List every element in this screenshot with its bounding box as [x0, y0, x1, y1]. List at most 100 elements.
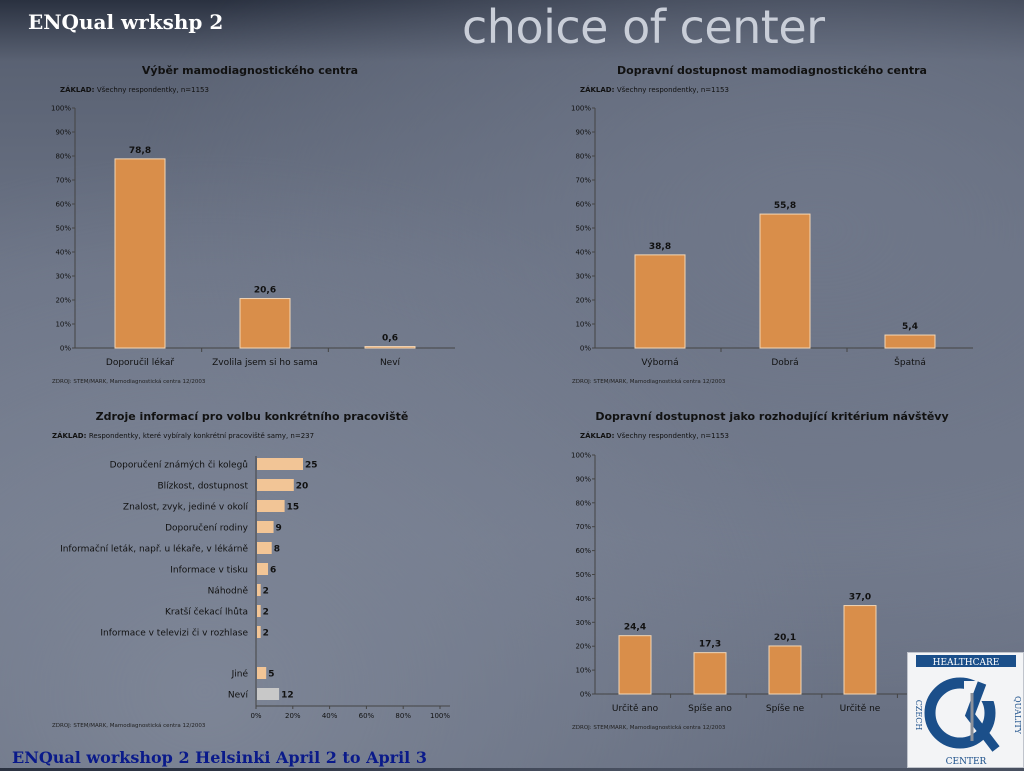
chart-1-y-tick-label: 90%	[575, 129, 591, 137]
chart-2-category-label: Náhodně	[208, 587, 249, 597]
chart-1-y-tick-label: 60%	[575, 201, 591, 209]
footer-text: ENQual workshop 2 Helsinki April 2 to Ap…	[12, 748, 427, 767]
chart-0-y-tick-label: 60%	[55, 201, 71, 209]
healthcare-quality-center-logo: HEALTHCARE CENTER CZECH QUALITY	[907, 652, 1024, 768]
chart-2-data-label: 5	[268, 670, 274, 680]
chart-2-category-label: Informační leták, např. u lékaře, v léká…	[60, 544, 248, 555]
chart-0-y-tick-label: 80%	[55, 153, 71, 161]
chart-2-bar	[257, 500, 285, 512]
chart-3-data-label: 37,0	[849, 593, 871, 603]
chart-3-title: Dopravní dostupnost jako rozhodující kri…	[595, 410, 948, 423]
chart-2-category-label: Doporučení známých či kolegů	[110, 460, 248, 471]
chart-0-y-tick-label: 70%	[55, 177, 71, 185]
chart-2-bar	[257, 584, 261, 596]
chart-2-category-label: Doporučení rodiny	[165, 523, 249, 534]
chart-0-category-label: Zvolila jsem si ho sama	[212, 358, 318, 368]
chart-3-bar	[693, 652, 727, 695]
chart-3-y-tick-label: 0%	[580, 691, 591, 699]
chart-1-data-label: 5,4	[902, 322, 918, 332]
chart-1-y-tick-label: 40%	[575, 249, 591, 257]
chart-2-x-tick-label: 0%	[250, 712, 261, 720]
chart-1-y-tick-label: 0%	[580, 345, 591, 353]
chart-3-y-tick-label: 50%	[575, 571, 591, 579]
chart-2-data-label: 20	[296, 482, 309, 492]
chart-2-source: ZDROJ: STEM/MARK, Mamodiagnostická centr…	[52, 722, 206, 729]
chart-0-y-tick-label: 90%	[55, 129, 71, 137]
chart-3-category-label: Určitě ano	[612, 703, 659, 714]
chart-0-y-tick-label: 30%	[55, 273, 71, 281]
svg-text:CENTER: CENTER	[946, 757, 987, 767]
chart-2-data-label: 6	[270, 566, 276, 576]
chart-2-bar	[257, 479, 294, 491]
chart-1-base-note: ZÁKLAD: Všechny respondentky, n=1153	[580, 85, 729, 94]
chart-3-source: ZDROJ: STEM/MARK, Mamodiagnostická centr…	[572, 724, 726, 731]
chart-2-data-label: 15	[287, 503, 300, 513]
chart-3-category-label: Spíše ano	[688, 703, 732, 714]
chart-3-data-label: 20,1	[774, 633, 796, 643]
svg-text:CZECH: CZECH	[914, 700, 923, 731]
chart-1-y-tick-label: 70%	[575, 177, 591, 185]
chart-2-category-label: Jiné	[231, 669, 249, 680]
chart-0-base-note: ZÁKLAD: Všechny respondentky, n=1153	[60, 85, 209, 94]
chart-1-y-tick-label: 80%	[575, 153, 591, 161]
chart-0-category-label: Neví	[380, 358, 401, 368]
chart-1-category-label: Výborná	[641, 358, 678, 368]
chart-2-category-label: Informace v tisku	[170, 566, 248, 576]
chart-1-y-tick-label: 30%	[575, 273, 591, 281]
chart-2-bar	[257, 605, 261, 617]
chart-3-y-tick-label: 90%	[575, 475, 591, 483]
svg-text:QUALITY: QUALITY	[1013, 696, 1022, 735]
chart-2-x-tick-label: 80%	[395, 712, 411, 720]
chart-3-y-tick-label: 40%	[575, 595, 591, 603]
chart-0-y-tick-label: 10%	[55, 321, 71, 329]
chart-3-base-note: ZÁKLAD: Všechny respondentky, n=1153	[580, 431, 729, 440]
chart-0-data-label: 20,6	[254, 286, 276, 296]
chart-0-y-tick-label: 40%	[55, 249, 71, 257]
chart-1-y-tick-label: 20%	[575, 297, 591, 305]
chart-2-bar	[257, 458, 303, 470]
chart-3-category-label: Spíše ne	[766, 703, 805, 714]
chart-2-data-label: 2	[263, 608, 269, 618]
chart-0-bar	[114, 158, 166, 349]
slide-title: ENQual wrkshp 2	[28, 10, 224, 34]
chart-1-data-label: 38,8	[649, 242, 671, 252]
chart-3-y-tick-label: 70%	[575, 523, 591, 531]
chart-0-category-label: Doporučil lékař	[106, 357, 174, 368]
chart-0-data-label: 78,8	[129, 146, 151, 156]
chart-2-bar	[257, 688, 280, 700]
chart-2-category-label: Znalost, zvyk, jediné v okolí	[123, 502, 249, 513]
chart-2-data-label: 8	[274, 545, 280, 555]
chart-1-y-tick-label: 100%	[571, 105, 591, 113]
chart-3-y-tick-label: 10%	[575, 667, 591, 675]
chart-1-source: ZDROJ: STEM/MARK, Mamodiagnostická centr…	[572, 378, 726, 385]
chart-2-category-label: Informace v televizi či v rozhlase	[100, 628, 248, 639]
chart-1-y-tick-label: 50%	[575, 225, 591, 233]
logo-icon: HEALTHCARE CENTER CZECH QUALITY	[914, 655, 1022, 767]
chart-1-bar	[884, 334, 936, 349]
chart-0-y-tick-label: 20%	[55, 297, 71, 305]
chart-1-data-label: 55,8	[774, 201, 796, 211]
chart-0-y-tick-label: 100%	[51, 105, 71, 113]
chart-3-bar	[843, 605, 877, 695]
chart-0-source: ZDROJ: STEM/MARK, Mamodiagnostická centr…	[52, 378, 206, 385]
chart-0-bar	[364, 346, 416, 349]
chart-3-y-tick-label: 100%	[571, 452, 591, 460]
chart-2-data-label: 9	[276, 524, 282, 534]
chart-2-bar	[257, 542, 272, 554]
chart-2-x-tick-label: 100%	[430, 712, 450, 720]
chart-2-data-label: 2	[263, 587, 269, 597]
chart-1-title: Dopravní dostupnost mamodiagnostického c…	[617, 64, 927, 77]
chart-2-category-label: Neví	[228, 691, 249, 701]
chart-2-bar	[257, 626, 261, 638]
chart-3-category-label: Určitě ne	[840, 703, 881, 714]
chart-1-bar	[634, 254, 686, 349]
chart-2-x-tick-label: 40%	[322, 712, 338, 720]
chart-3-y-tick-label: 80%	[575, 499, 591, 507]
chart-3-bar	[618, 635, 652, 695]
chart-2-category-label: Kratší čekací lhůta	[165, 607, 248, 618]
chart-3-data-label: 17,3	[699, 640, 721, 650]
chart-1-y-tick-label: 10%	[575, 321, 591, 329]
chart-3-y-tick-label: 60%	[575, 547, 591, 555]
chart-0-title: Výběr mamodiagnostického centra	[142, 64, 358, 77]
